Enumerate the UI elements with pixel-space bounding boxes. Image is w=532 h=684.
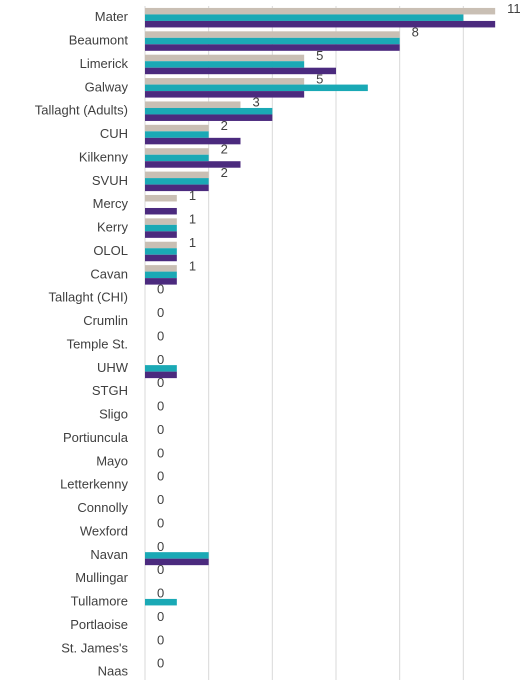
- bar: [145, 194, 177, 202]
- y-tick-label: Beaumont: [69, 33, 129, 48]
- bar: [145, 207, 177, 215]
- bar: [145, 14, 464, 21]
- bar: [145, 20, 496, 28]
- bar: [145, 171, 209, 179]
- y-tick-label: Kerry: [97, 220, 129, 235]
- y-tick-label: Mayo: [96, 453, 128, 468]
- bar: [145, 154, 209, 162]
- value-label: 0: [157, 328, 164, 343]
- y-tick-label: Tallaght (Adults): [35, 103, 128, 118]
- value-label: 2: [221, 165, 228, 180]
- value-label: 3: [253, 95, 260, 110]
- bar: [145, 552, 209, 559]
- bar: [145, 44, 400, 51]
- bar: [145, 371, 177, 379]
- value-label: 5: [316, 71, 323, 86]
- y-tick-label: Crumlin: [83, 313, 128, 328]
- bar: [145, 254, 177, 262]
- value-label: 1: [189, 212, 196, 227]
- y-tick-label: Navan: [90, 547, 128, 562]
- value-label: 0: [157, 609, 164, 624]
- bar: [145, 265, 177, 272]
- bar: [145, 124, 209, 132]
- bar: [145, 271, 177, 279]
- y-tick-label: Limerick: [80, 56, 129, 71]
- bar: [145, 54, 305, 62]
- y-tick-label: Cavan: [90, 266, 128, 281]
- value-label: 0: [157, 492, 164, 507]
- value-label: 1: [189, 258, 196, 273]
- value-label: 1: [189, 188, 196, 203]
- bar: [145, 161, 241, 168]
- y-tick-label: Portiuncula: [63, 430, 129, 445]
- y-tick-label: OLOL: [93, 243, 128, 258]
- bar: [145, 37, 400, 45]
- value-label: 0: [157, 562, 164, 577]
- value-label: 0: [157, 375, 164, 390]
- value-label: 0: [157, 515, 164, 530]
- y-tick-label: CUH: [100, 126, 128, 141]
- bar: [145, 67, 336, 75]
- value-label: 0: [157, 539, 164, 554]
- bar: [145, 107, 273, 115]
- bar: [145, 241, 177, 249]
- bar: [145, 101, 241, 108]
- value-label: 2: [221, 141, 228, 156]
- value-label: 1: [189, 235, 196, 250]
- y-tick-label: Tullamore: [71, 594, 128, 609]
- bar: [145, 231, 177, 238]
- value-label: 0: [157, 305, 164, 320]
- y-tick-label: STGH: [92, 383, 128, 398]
- value-label: 0: [157, 469, 164, 484]
- y-tick-label: Letterkenny: [60, 477, 128, 492]
- y-tick-label: St. James's: [61, 640, 128, 655]
- y-tick-label: UHW: [97, 360, 129, 375]
- bar: [145, 598, 177, 606]
- y-tick-label: Mercy: [93, 196, 129, 211]
- bar: [145, 131, 209, 138]
- bar: [145, 558, 209, 566]
- y-tick-label: Portlaoise: [70, 617, 128, 632]
- y-tick-label: Naas: [98, 664, 129, 679]
- bar: [145, 91, 305, 98]
- bar: [145, 224, 177, 232]
- bar: [145, 218, 177, 225]
- bar: [145, 248, 177, 255]
- y-tick-label: Tallaght (CHI): [49, 290, 128, 305]
- y-tick-label: Temple St.: [67, 336, 128, 351]
- value-label: 2: [221, 118, 228, 133]
- value-label: 0: [157, 445, 164, 460]
- bar: [145, 31, 400, 38]
- value-label: 0: [157, 352, 164, 367]
- bar: [145, 78, 305, 85]
- value-label: 0: [157, 282, 164, 297]
- value-label: 0: [157, 656, 164, 671]
- bar: [145, 114, 273, 121]
- value-label: 11: [507, 1, 520, 16]
- value-label: 5: [316, 48, 323, 63]
- y-tick-label: Mullingar: [75, 570, 128, 585]
- y-tick-label: Galway: [85, 79, 129, 94]
- bar: [145, 137, 241, 145]
- y-tick-label: Connolly: [77, 500, 128, 515]
- bar: [145, 178, 209, 185]
- value-label: 0: [157, 422, 164, 437]
- y-tick-label: Kilkenny: [79, 149, 129, 164]
- bar: [145, 7, 496, 15]
- y-tick-label: Mater: [95, 9, 129, 24]
- value-label: 0: [157, 399, 164, 414]
- y-tick-label: Sligo: [99, 407, 128, 422]
- value-label: 8: [412, 25, 419, 40]
- bar: [145, 365, 177, 372]
- bar: [145, 184, 209, 192]
- value-label: 0: [157, 586, 164, 601]
- bar: [145, 278, 177, 285]
- y-tick-label: SVUH: [92, 173, 128, 188]
- bar: [145, 148, 209, 155]
- bar: [145, 61, 305, 68]
- value-label: 0: [157, 632, 164, 647]
- y-tick-label: Wexford: [80, 523, 128, 538]
- bar: [145, 84, 368, 92]
